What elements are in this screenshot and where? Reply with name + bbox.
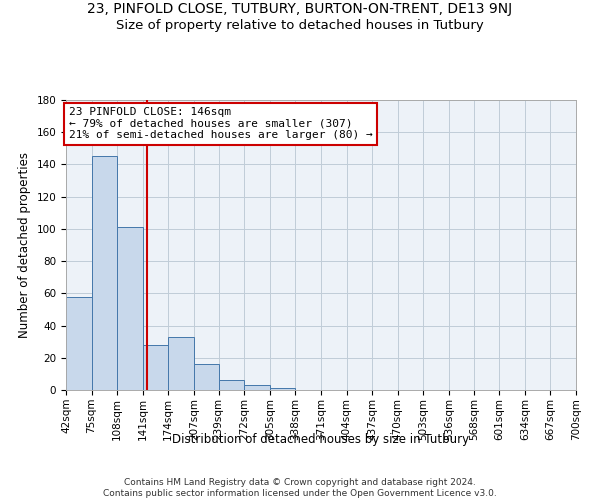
Bar	[143, 345, 169, 390]
Bar	[244, 385, 270, 390]
Text: Distribution of detached houses by size in Tutbury: Distribution of detached houses by size …	[172, 432, 470, 446]
Bar	[169, 337, 194, 390]
Text: Size of property relative to detached houses in Tutbury: Size of property relative to detached ho…	[116, 18, 484, 32]
Bar	[92, 156, 117, 390]
Bar	[194, 364, 218, 390]
Bar	[218, 380, 244, 390]
Bar	[117, 228, 143, 390]
Bar	[66, 296, 92, 390]
Text: Contains HM Land Registry data © Crown copyright and database right 2024.
Contai: Contains HM Land Registry data © Crown c…	[103, 478, 497, 498]
Text: 23, PINFOLD CLOSE, TUTBURY, BURTON-ON-TRENT, DE13 9NJ: 23, PINFOLD CLOSE, TUTBURY, BURTON-ON-TR…	[88, 2, 512, 16]
Text: 23 PINFOLD CLOSE: 146sqm
← 79% of detached houses are smaller (307)
21% of semi-: 23 PINFOLD CLOSE: 146sqm ← 79% of detach…	[68, 108, 372, 140]
Bar	[270, 388, 295, 390]
Y-axis label: Number of detached properties: Number of detached properties	[18, 152, 31, 338]
